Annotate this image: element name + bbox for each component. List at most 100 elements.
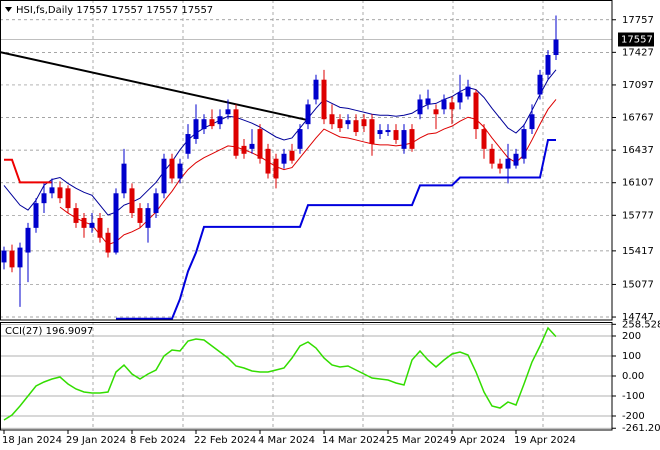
y-tick-label: 15417 — [622, 246, 654, 257]
y-tick-label: 15777 — [622, 210, 654, 221]
candle-body — [201, 119, 207, 130]
candle-body — [209, 119, 215, 127]
x-tick-label: 19 Apr 2024 — [514, 435, 576, 446]
candle-body — [129, 188, 135, 214]
candle-body — [89, 222, 95, 228]
candle-body — [441, 99, 447, 110]
chart-title: HSI,fs,Daily 17557 17557 17557 17557 — [16, 5, 213, 16]
y-tick-label: -261.2018 — [622, 423, 660, 434]
y-tick-label: 16767 — [622, 113, 654, 124]
y-tick-label: 200 — [622, 331, 641, 342]
candle-body — [41, 193, 47, 204]
candle-body — [113, 193, 119, 253]
candle-body — [345, 120, 351, 125]
candle-body — [465, 86, 471, 97]
candle-body — [137, 208, 143, 223]
candle-body — [545, 55, 551, 75]
x-tick-label: 18 Jan 2024 — [2, 435, 62, 446]
candle-body — [73, 208, 79, 223]
candle-body — [153, 193, 159, 214]
candle-body — [121, 163, 127, 194]
candle-body — [65, 188, 71, 209]
candle-body — [17, 247, 23, 268]
candle-body — [273, 158, 279, 179]
indicator-line — [4, 158, 52, 184]
indicator-line — [59, 99, 557, 246]
candle-body — [337, 119, 343, 129]
x-tick-label: 22 Feb 2024 — [194, 435, 256, 446]
candle-body — [169, 158, 175, 179]
x-tick-label: 29 Jan 2024 — [66, 435, 126, 446]
candle-body — [313, 79, 319, 100]
candle-body — [489, 148, 495, 164]
header-icon — [5, 7, 12, 12]
y-tick-label: 15077 — [622, 279, 654, 290]
candle-body — [185, 134, 191, 154]
candle-body — [505, 158, 511, 169]
y-tick-label: 16437 — [622, 145, 654, 156]
candle-body — [33, 203, 39, 228]
candle-body — [401, 130, 407, 149]
last-price-box — [618, 32, 654, 47]
y-tick-label: 17097 — [622, 80, 654, 91]
y-tick-label: 14747 — [622, 312, 654, 323]
candle-body — [321, 79, 327, 120]
x-tick-label: 9 Apr 2024 — [450, 435, 505, 446]
candle-body — [25, 227, 31, 253]
candle-body — [105, 232, 111, 253]
candle-body — [217, 116, 223, 125]
candle-body — [417, 99, 423, 115]
candle-body — [257, 129, 263, 159]
x-tick-label: 25 Mar 2024 — [386, 435, 449, 446]
cci-title: CCI(27) 196.9097 — [5, 326, 93, 337]
indicator-line — [3, 69, 557, 216]
candle-body — [97, 217, 103, 238]
candle-body — [473, 92, 479, 130]
indicator-line — [3, 326, 557, 421]
candle-body — [265, 148, 271, 174]
grid — [0, 0, 612, 430]
candle-body — [481, 129, 487, 149]
candle-body — [225, 109, 231, 115]
candle-body — [521, 129, 527, 159]
y-tick-label: -100 — [622, 391, 645, 402]
candle-body — [377, 130, 383, 135]
candle-body — [353, 120, 359, 133]
candle-body — [193, 119, 199, 139]
x-tick-label: 8 Feb 2024 — [130, 435, 186, 446]
candle-body — [297, 129, 303, 149]
candle-body — [241, 145, 247, 154]
candle-body — [409, 129, 415, 149]
x-tick-label: 14 Mar 2024 — [322, 435, 385, 446]
y-tick-label: 258.5286 — [622, 319, 660, 330]
candle-body — [529, 114, 535, 130]
trendline — [0, 51, 309, 122]
main-panel-frame — [0, 0, 613, 321]
candle-body — [369, 119, 375, 144]
candle-body — [9, 250, 15, 268]
candle-body — [433, 109, 439, 115]
candle-body — [161, 158, 167, 194]
candle-body — [145, 208, 151, 228]
candle-body — [497, 163, 503, 169]
candle-body — [537, 74, 543, 95]
candle-body — [305, 104, 311, 125]
candle-body — [177, 163, 183, 179]
candle-body — [457, 92, 463, 103]
candle-body — [513, 153, 519, 166]
candle-body — [393, 130, 399, 140]
y-tick-label: 100 — [622, 351, 641, 362]
candle-body — [57, 187, 63, 199]
y-tick-label: -200 — [622, 411, 645, 422]
candle-body — [49, 187, 55, 194]
y-tick-label: 0.00 — [622, 371, 644, 382]
candle-body — [281, 153, 287, 164]
candle-body — [81, 217, 87, 228]
candle-body — [233, 109, 239, 156]
candle-body — [361, 119, 367, 127]
marks — [0, 15, 559, 421]
last-price-label: 17557 — [621, 35, 653, 46]
candle-body — [553, 39, 559, 56]
candle-body — [385, 130, 391, 133]
